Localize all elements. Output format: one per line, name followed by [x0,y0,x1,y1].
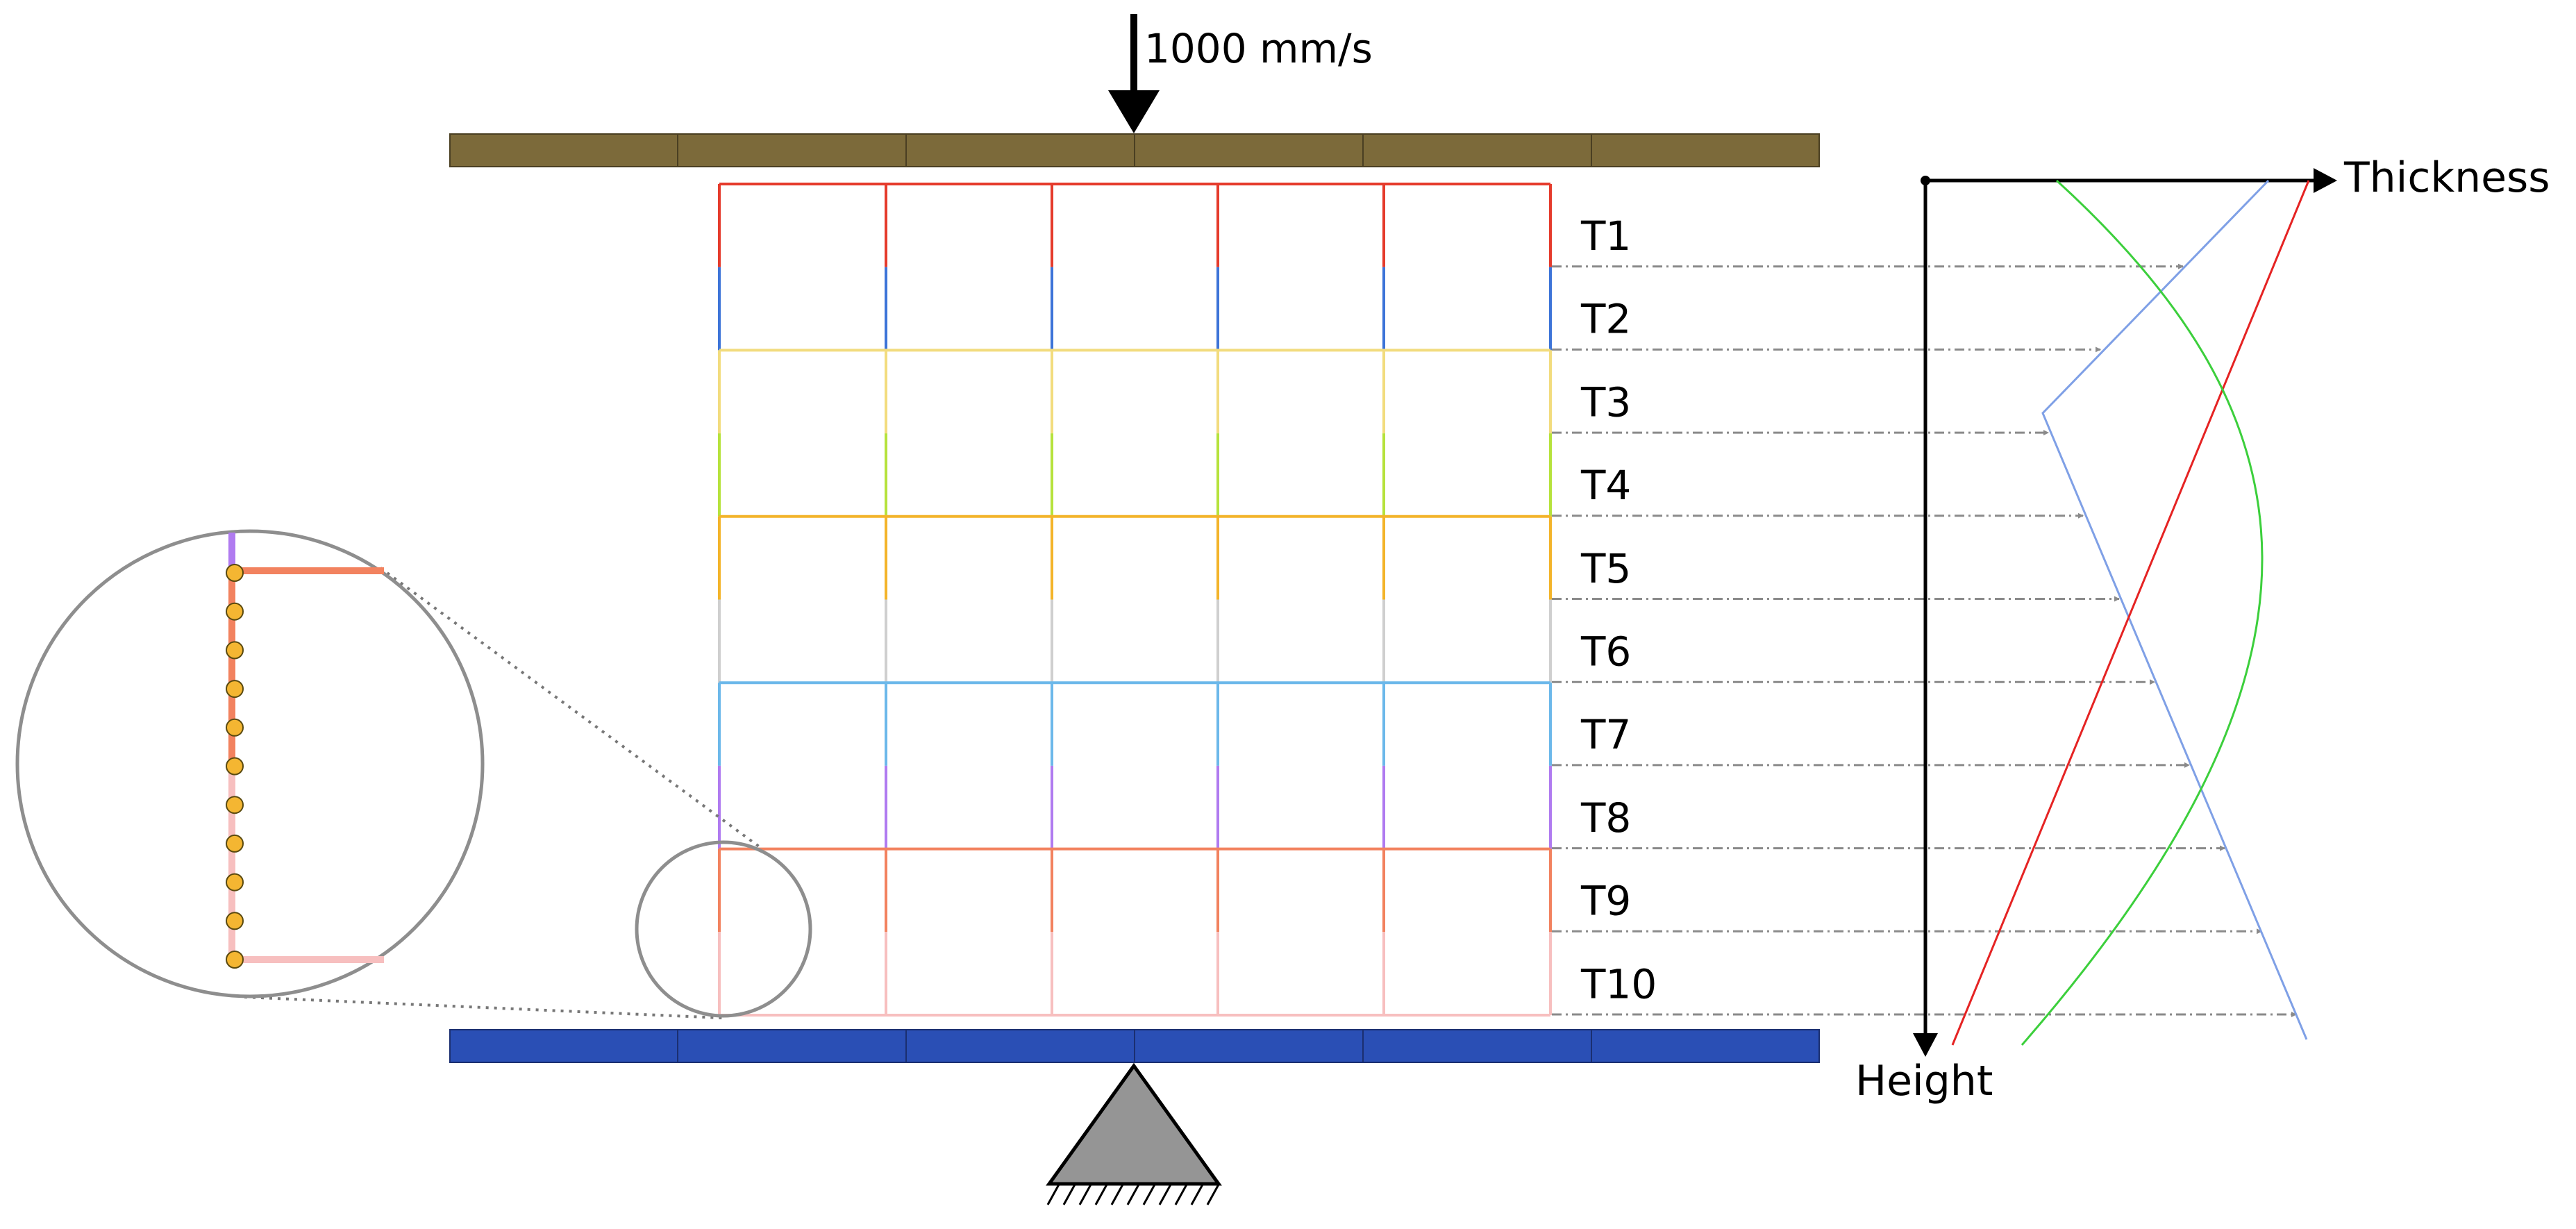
integration-point [226,951,244,969]
height-axis-label: Height [1855,1057,1993,1105]
integration-points [226,564,244,969]
integration-point [226,718,244,737]
tier-label-t9: T9 [1580,878,1631,925]
thickness-profiles [1951,179,2310,1046]
profile-green-curve [2021,179,2264,1046]
tier-label-t5: T5 [1580,545,1631,592]
zoom-region-circle [635,840,812,1018]
velocity-label: 1000 mm/s [1144,25,1373,72]
pinned-support [1046,1062,1222,1205]
velocity-arrow [1108,14,1160,133]
profile-red-line [1951,180,2310,1046]
top-plate [449,133,1820,167]
tier-label-t1: T1 [1580,212,1631,260]
tier-label-t3: T3 [1580,378,1631,426]
height-axis-arrowhead [1913,1033,1938,1057]
lattice-frame [718,183,1552,1017]
tier-label-t8: T8 [1580,794,1631,842]
tier-label-t6: T6 [1580,628,1631,676]
thickness-axis-label: Thickness [2343,153,2550,202]
bottom-plate [449,1029,1820,1063]
integration-point [226,641,244,660]
integration-point [226,564,244,582]
tier-label-t10: T10 [1580,960,1657,1008]
tier-label-t7: T7 [1580,711,1631,758]
magnified-joint-view [15,529,485,998]
thickness-axis-arrowhead [2314,168,2337,193]
integration-point [226,757,244,776]
integration-point [226,912,244,930]
profile-blue-line [2041,179,2308,1040]
profile-axes [1913,168,2337,1057]
integration-point [226,834,244,853]
integration-point [226,796,244,814]
tier-label-t4: T4 [1580,462,1631,509]
integration-point [226,680,244,699]
integration-point [226,602,244,621]
integration-point [226,873,244,892]
tier-labels: T1 T2 T3 T4 T5 T6 T7 T8 T9 T10 [1580,212,1657,1008]
tier-label-t2: T2 [1580,296,1631,343]
